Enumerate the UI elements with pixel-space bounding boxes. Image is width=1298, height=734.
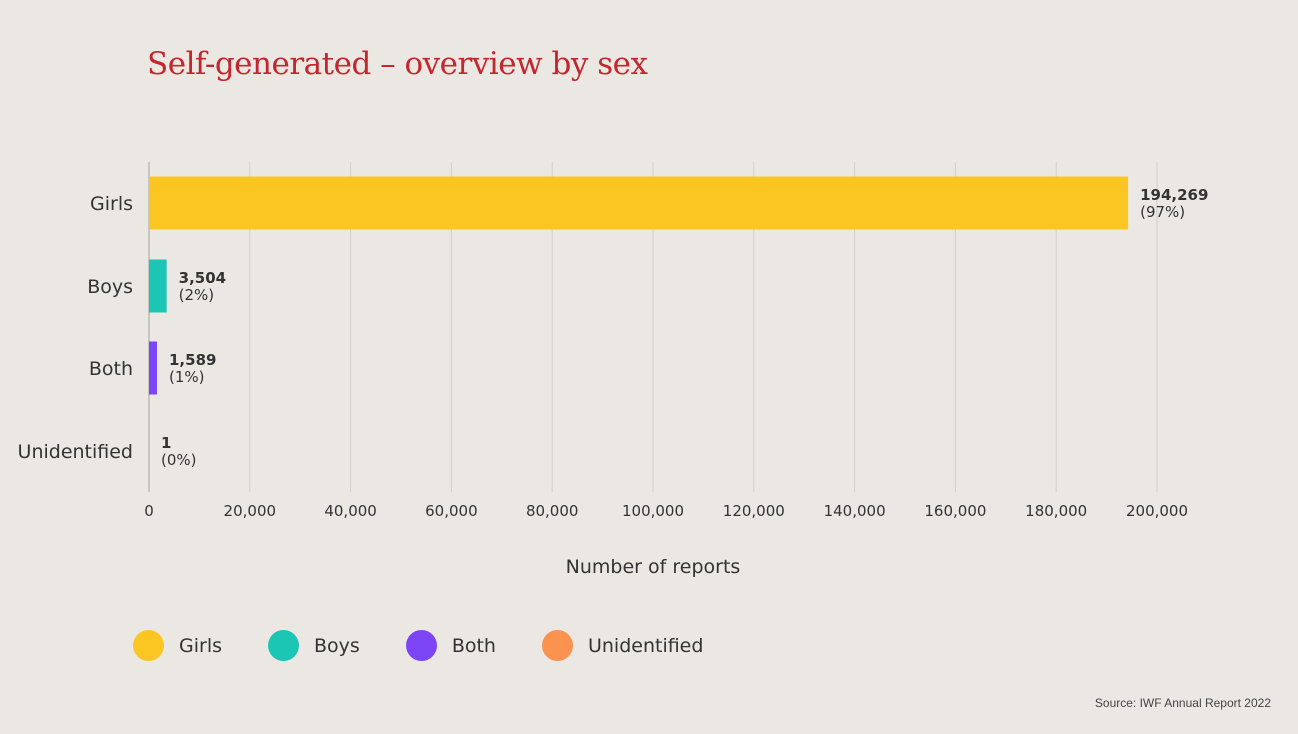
category-label: Girls: [90, 193, 133, 215]
x-tick-label: 160,000: [924, 502, 986, 520]
legend-label: Girls: [179, 634, 222, 657]
category-label: Boys: [87, 276, 133, 298]
x-tick-label: 200,000: [1126, 502, 1188, 520]
legend-swatch: [268, 630, 299, 661]
x-axis-label: Number of reports: [566, 556, 741, 578]
percent-label: (2%): [179, 286, 215, 304]
legend-item: Boys: [268, 630, 360, 661]
legend-label: Both: [451, 634, 496, 657]
value-label: 1,589: [169, 351, 216, 369]
percent-label: (97%): [1140, 203, 1185, 221]
x-tick-label: 60,000: [425, 502, 478, 520]
legend-swatch: [405, 630, 437, 661]
value-label: 194,269: [1140, 186, 1208, 204]
category-label: Unidentified: [18, 441, 133, 463]
x-tick-labels: 0 20,000 40,000 60,000 80,000 100,000 120,000 1…: [144, 502, 1188, 520]
legend-label: Boys: [314, 634, 360, 657]
bar-girls: [149, 176, 1129, 230]
value-label: 3,504: [179, 269, 226, 287]
category-label: Both: [89, 358, 133, 380]
bars: [149, 176, 1129, 478]
value-label: 1: [161, 434, 171, 452]
legend-swatch: [541, 630, 573, 661]
x-tick-label: 100,000: [622, 502, 684, 520]
bar-boys: [149, 259, 167, 313]
legend-item: Unidentified: [541, 630, 704, 661]
legend-item: Girls: [133, 630, 222, 661]
legend-label: Unidentified: [587, 634, 704, 657]
x-tick-label: 120,000: [723, 502, 785, 520]
legend: Girls Boys Both Unidentified: [133, 630, 749, 661]
source-note: Source: IWF Annual Report 2022: [1094, 696, 1271, 710]
bar-both: [149, 341, 158, 395]
legend-swatch: [133, 630, 164, 661]
x-tick-label: 140,000: [824, 502, 886, 520]
value-labels: 194,269(97%) 3,504(2%) 1,589(1%) 1(0%): [161, 186, 1208, 469]
category-labels: Girls Boys Both Unidentified: [18, 193, 133, 463]
chart-title: Self-generated – overview by sex: [147, 46, 648, 82]
x-tick-label: 0: [144, 502, 154, 520]
legend-item: Both: [405, 630, 496, 661]
percent-label: (1%): [169, 368, 205, 386]
percent-label: (0%): [161, 451, 197, 469]
x-tick-label: 20,000: [224, 502, 277, 520]
x-tick-label: 80,000: [526, 502, 579, 520]
x-tick-label: 40,000: [324, 502, 377, 520]
x-tick-label: 180,000: [1025, 502, 1087, 520]
